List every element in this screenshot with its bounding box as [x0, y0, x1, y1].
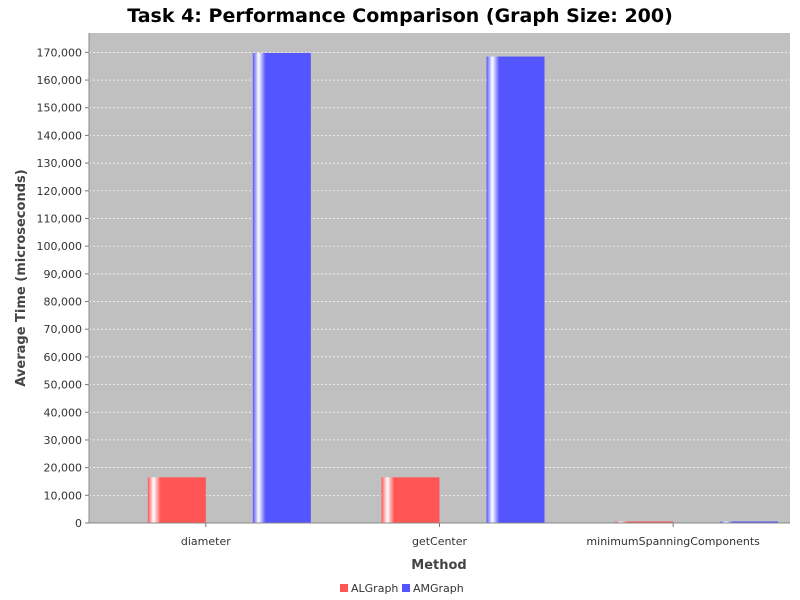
gridlines: [89, 52, 790, 496]
y-axis-title: Average Time (microseconds): [14, 169, 29, 386]
bar-algraph-minimum-spanning-components: [615, 521, 674, 523]
legend-swatch: [340, 584, 348, 592]
y-tick-label: 90,000: [44, 268, 83, 281]
legend-item-algraph[interactable]: ALGraph: [340, 582, 398, 595]
x-axis-title: Method: [411, 558, 466, 573]
y-tick-label: 140,000: [37, 129, 83, 142]
x-tick-label: diameter: [181, 535, 231, 548]
y-tick-label: 40,000: [44, 406, 83, 419]
y-axis: 0 10,000 20,000 30,000 40,000 50,000 60,000 70,…: [37, 33, 90, 530]
y-tick-label: 130,000: [37, 157, 83, 170]
y-tick-label: 150,000: [37, 102, 83, 115]
y-tick-label: 160,000: [37, 74, 83, 87]
bar-amgraph-diameter: [252, 52, 311, 524]
x-axis: diameter getCenter minimumSpanningComponen…: [89, 522, 790, 548]
y-tick-label: 170,000: [37, 46, 83, 59]
x-tick-label: minimumSpanningComponents: [586, 535, 760, 548]
legend-item-amgraph[interactable]: AMGraph: [402, 582, 464, 595]
y-tick-label: 10,000: [44, 489, 83, 502]
x-tick-label: getCenter: [412, 535, 468, 548]
legend[interactable]: ALGraph AMGraph: [340, 582, 464, 595]
y-tick-label: 0: [75, 517, 82, 530]
y-tick-label: 100,000: [37, 240, 83, 253]
bar-algraph-diameter: [147, 477, 206, 523]
y-tick-label: 80,000: [44, 296, 83, 309]
y-tick-label: 110,000: [37, 212, 83, 225]
bar-amgraph-get-center: [486, 56, 545, 524]
bar-amgraph-minimum-spanning-components: [720, 521, 779, 523]
chart-title: Task 4: Performance Comparison (Graph Si…: [127, 5, 673, 27]
bar-algraph-get-center: [381, 477, 440, 523]
legend-label: ALGraph: [351, 582, 398, 595]
y-tick-label: 50,000: [44, 379, 83, 392]
y-tick-label: 120,000: [37, 185, 83, 198]
bars: [147, 52, 779, 524]
legend-label: AMGraph: [413, 582, 464, 595]
legend-swatch: [402, 584, 410, 592]
y-tick-label: 20,000: [44, 462, 83, 475]
plot-area: [89, 33, 790, 523]
y-tick-label: 70,000: [44, 323, 83, 336]
y-tick-label: 60,000: [44, 351, 83, 364]
y-tick-label: 30,000: [44, 434, 83, 447]
